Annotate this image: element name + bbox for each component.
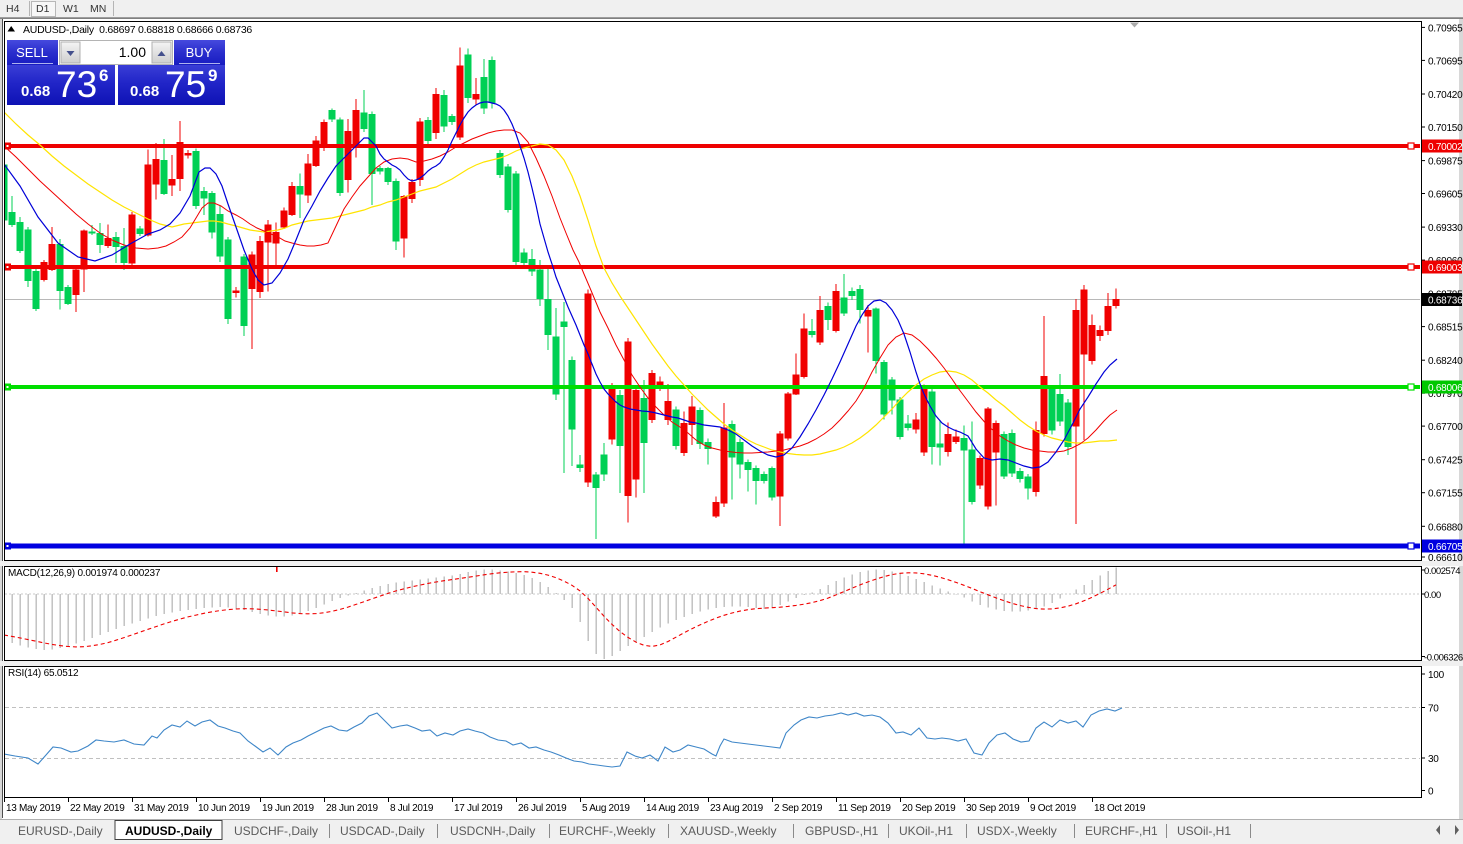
svg-text:0.68240: 0.68240	[1428, 356, 1463, 367]
svg-text:EURUSD-,Daily: EURUSD-,Daily	[18, 824, 103, 838]
svg-text:9: 9	[208, 66, 217, 85]
svg-text:USOil-,H1: USOil-,H1	[1177, 824, 1231, 838]
svg-text:0.67155: 0.67155	[1428, 489, 1463, 500]
svg-text:5 Aug 2019: 5 Aug 2019	[582, 803, 630, 814]
svg-text:EURCHF-,Weekly: EURCHF-,Weekly	[559, 824, 655, 838]
svg-text:USDCNH-,Daily: USDCNH-,Daily	[450, 824, 535, 838]
svg-text:0.67425: 0.67425	[1428, 456, 1463, 467]
svg-text:0.68736: 0.68736	[1428, 296, 1463, 307]
svg-text:D1: D1	[36, 3, 50, 15]
svg-text:0.70695: 0.70695	[1428, 56, 1463, 67]
svg-text:SELL: SELL	[16, 45, 48, 60]
svg-text:0.70150: 0.70150	[1428, 123, 1463, 134]
svg-text:0.70965: 0.70965	[1428, 23, 1463, 34]
svg-text:0.68: 0.68	[130, 83, 159, 100]
svg-text:9 Oct 2019: 9 Oct 2019	[1030, 803, 1077, 814]
svg-text:100: 100	[1428, 670, 1445, 681]
svg-text:AUDUSD-,Daily 0.68697 0.68818: AUDUSD-,Daily 0.68697 0.68818 0.68666 0.…	[23, 24, 252, 36]
svg-text:11 Sep 2019: 11 Sep 2019	[838, 803, 891, 814]
svg-text:AUDUSD-,Daily: AUDUSD-,Daily	[125, 824, 213, 838]
svg-text:0.66705: 0.66705	[1428, 542, 1463, 553]
svg-text:0: 0	[1428, 787, 1434, 798]
svg-text:13 May 2019: 13 May 2019	[6, 803, 61, 814]
svg-text:-0.006326: -0.006326	[1424, 653, 1463, 664]
svg-text:75: 75	[165, 64, 206, 105]
svg-text:0.68515: 0.68515	[1428, 323, 1463, 334]
svg-text:0.68: 0.68	[21, 83, 50, 100]
svg-text:6: 6	[99, 66, 108, 85]
svg-text:26 Jul 2019: 26 Jul 2019	[518, 803, 567, 814]
svg-text:0.69605: 0.69605	[1428, 190, 1463, 201]
svg-text:0.66880: 0.66880	[1428, 522, 1463, 533]
svg-text:0.68006: 0.68006	[1428, 383, 1463, 394]
svg-text:30 Sep 2019: 30 Sep 2019	[966, 803, 1020, 814]
svg-text:73: 73	[56, 64, 97, 105]
svg-text:W1: W1	[63, 3, 79, 15]
svg-text:USDCAD-,Daily: USDCAD-,Daily	[340, 824, 425, 838]
svg-text:0.69330: 0.69330	[1428, 223, 1463, 234]
svg-text:17 Jul 2019: 17 Jul 2019	[454, 803, 503, 814]
svg-text:1.00: 1.00	[119, 44, 146, 60]
svg-text:8 Jul 2019: 8 Jul 2019	[390, 803, 434, 814]
svg-text:0.67970: 0.67970	[1428, 389, 1463, 400]
svg-text:MN: MN	[90, 3, 106, 15]
svg-text:EURCHF-,H1: EURCHF-,H1	[1085, 824, 1158, 838]
svg-text:0.002574: 0.002574	[1424, 566, 1460, 577]
svg-text:30: 30	[1428, 754, 1439, 765]
svg-text:31 May 2019: 31 May 2019	[134, 803, 189, 814]
svg-text:0.70002: 0.70002	[1428, 142, 1463, 153]
svg-text:H4: H4	[6, 3, 20, 15]
svg-text:10 Jun 2019: 10 Jun 2019	[198, 803, 250, 814]
svg-text:23 Aug 2019: 23 Aug 2019	[710, 803, 764, 814]
svg-text:0.69003: 0.69003	[1428, 263, 1463, 274]
svg-text:UKOil-,H1: UKOil-,H1	[899, 824, 953, 838]
svg-text:0.66610: 0.66610	[1428, 553, 1463, 564]
svg-text:14 Aug 2019: 14 Aug 2019	[646, 803, 700, 814]
svg-text:70: 70	[1428, 704, 1439, 715]
svg-text:0.00: 0.00	[1424, 590, 1441, 601]
svg-text:MACD(12,26,9) 0.001974 0.00023: MACD(12,26,9) 0.001974 0.000237	[8, 568, 161, 579]
svg-text:20 Sep 2019: 20 Sep 2019	[902, 803, 956, 814]
svg-text:22 May 2019: 22 May 2019	[70, 803, 125, 814]
svg-text:0.67700: 0.67700	[1428, 422, 1463, 433]
svg-text:GBPUSD-,H1: GBPUSD-,H1	[805, 824, 879, 838]
svg-text:0.70420: 0.70420	[1428, 90, 1463, 101]
svg-text:28 Jun 2019: 28 Jun 2019	[326, 803, 378, 814]
svg-text:0.69875: 0.69875	[1428, 157, 1463, 168]
svg-text:18 Oct 2019: 18 Oct 2019	[1094, 803, 1146, 814]
svg-text:BUY: BUY	[186, 45, 213, 60]
svg-text:RSI(14) 65.0512: RSI(14) 65.0512	[8, 668, 79, 679]
svg-text:XAUUSD-,Weekly: XAUUSD-,Weekly	[680, 824, 776, 838]
svg-text:USDX-,Weekly: USDX-,Weekly	[977, 824, 1057, 838]
svg-text:2 Sep 2019: 2 Sep 2019	[774, 803, 823, 814]
svg-text:USDCHF-,Daily: USDCHF-,Daily	[234, 824, 318, 838]
svg-text:19 Jun 2019: 19 Jun 2019	[262, 803, 314, 814]
